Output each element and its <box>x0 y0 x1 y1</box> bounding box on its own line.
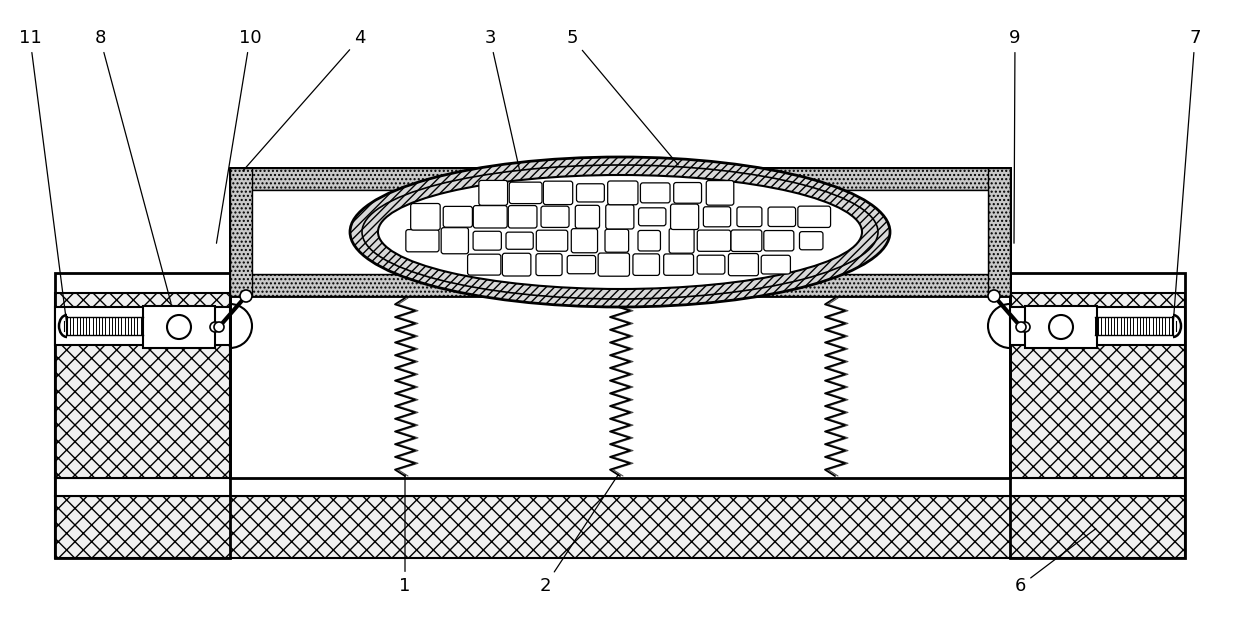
FancyBboxPatch shape <box>443 207 472 227</box>
Circle shape <box>1049 315 1073 339</box>
FancyBboxPatch shape <box>707 181 734 205</box>
FancyBboxPatch shape <box>797 206 831 228</box>
FancyBboxPatch shape <box>567 256 595 273</box>
Text: 5: 5 <box>567 29 678 165</box>
Bar <box>143 306 215 348</box>
FancyBboxPatch shape <box>474 205 507 228</box>
FancyBboxPatch shape <box>764 230 794 251</box>
Text: 10: 10 <box>217 29 262 243</box>
FancyBboxPatch shape <box>732 230 761 251</box>
Bar <box>1025 306 1097 348</box>
Text: 6: 6 <box>1014 529 1096 595</box>
FancyBboxPatch shape <box>761 255 790 274</box>
Bar <box>55 307 229 345</box>
FancyBboxPatch shape <box>467 254 501 275</box>
FancyBboxPatch shape <box>441 228 469 254</box>
Bar <box>1011 293 1185 478</box>
FancyBboxPatch shape <box>737 207 761 226</box>
FancyBboxPatch shape <box>537 230 568 251</box>
FancyBboxPatch shape <box>703 207 730 227</box>
FancyBboxPatch shape <box>697 255 725 274</box>
FancyBboxPatch shape <box>768 207 796 226</box>
Circle shape <box>1021 322 1030 332</box>
FancyBboxPatch shape <box>728 254 759 276</box>
Text: 8: 8 <box>94 29 171 303</box>
Circle shape <box>988 290 999 302</box>
FancyBboxPatch shape <box>670 228 694 253</box>
Bar <box>229 274 1011 296</box>
Text: 3: 3 <box>485 29 520 169</box>
Text: 2: 2 <box>539 474 619 595</box>
Bar <box>1011 273 1185 558</box>
FancyBboxPatch shape <box>502 253 531 276</box>
FancyBboxPatch shape <box>697 230 730 251</box>
Circle shape <box>241 290 252 302</box>
Bar <box>229 168 1011 478</box>
FancyBboxPatch shape <box>508 205 537 228</box>
Circle shape <box>167 315 191 339</box>
FancyBboxPatch shape <box>572 229 598 252</box>
FancyBboxPatch shape <box>606 205 634 229</box>
FancyBboxPatch shape <box>639 208 666 226</box>
FancyBboxPatch shape <box>410 204 440 230</box>
Text: 7: 7 <box>1173 29 1200 323</box>
Bar <box>988 168 1011 296</box>
FancyBboxPatch shape <box>543 181 573 205</box>
FancyBboxPatch shape <box>541 206 569 228</box>
FancyBboxPatch shape <box>474 232 501 250</box>
FancyBboxPatch shape <box>405 230 439 252</box>
FancyBboxPatch shape <box>510 182 542 204</box>
Bar <box>229 168 1011 296</box>
Bar <box>55 293 229 478</box>
Bar <box>252 190 988 274</box>
Circle shape <box>1016 322 1025 332</box>
FancyBboxPatch shape <box>673 183 702 204</box>
Text: 1: 1 <box>399 475 410 595</box>
FancyBboxPatch shape <box>536 254 562 275</box>
Bar <box>55 496 1185 558</box>
Text: 4: 4 <box>243 29 366 171</box>
Text: 9: 9 <box>1009 29 1021 243</box>
FancyBboxPatch shape <box>663 254 693 275</box>
FancyBboxPatch shape <box>598 253 630 276</box>
FancyBboxPatch shape <box>605 229 629 252</box>
Bar <box>55 273 229 558</box>
FancyBboxPatch shape <box>632 254 660 275</box>
Circle shape <box>215 322 224 332</box>
FancyBboxPatch shape <box>800 232 823 250</box>
Bar <box>1011 307 1185 345</box>
Bar <box>55 478 1185 496</box>
FancyBboxPatch shape <box>608 181 637 205</box>
FancyBboxPatch shape <box>671 204 698 230</box>
Ellipse shape <box>350 157 890 307</box>
FancyBboxPatch shape <box>639 230 661 251</box>
FancyBboxPatch shape <box>577 184 604 202</box>
Circle shape <box>210 322 219 332</box>
Bar <box>229 168 1011 190</box>
FancyBboxPatch shape <box>479 181 507 205</box>
FancyBboxPatch shape <box>575 205 600 228</box>
FancyBboxPatch shape <box>640 183 670 203</box>
Text: 11: 11 <box>19 29 67 323</box>
Ellipse shape <box>378 175 862 289</box>
FancyBboxPatch shape <box>506 232 533 249</box>
Bar <box>229 168 252 296</box>
